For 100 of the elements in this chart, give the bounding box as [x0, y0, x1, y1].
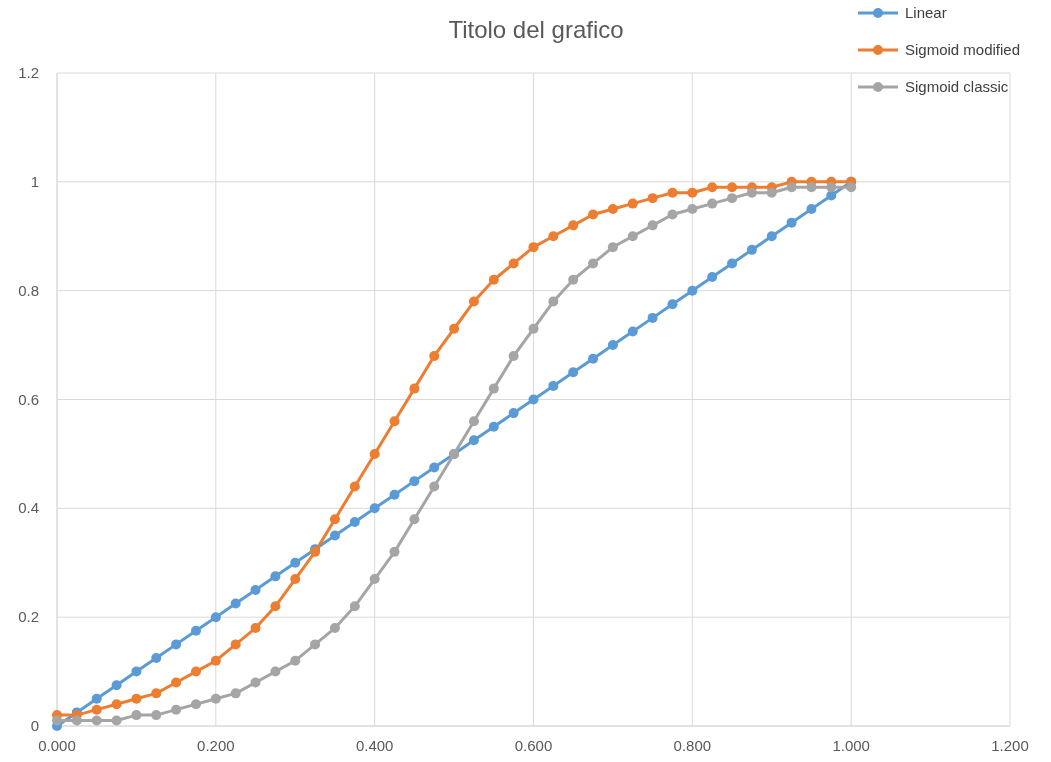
- point: [627, 198, 638, 209]
- point: [786, 182, 797, 193]
- point: [210, 693, 221, 704]
- x-tick-label: 0.600: [514, 737, 553, 754]
- x-tick-label: 0.400: [355, 737, 394, 754]
- point: [151, 688, 162, 699]
- point: [429, 481, 440, 492]
- y-tick-label: 1.2: [18, 64, 39, 81]
- point: [488, 383, 499, 394]
- point: [607, 242, 618, 253]
- point: [329, 623, 340, 634]
- point: [528, 323, 539, 334]
- point: [131, 666, 142, 677]
- point: [91, 693, 102, 704]
- point: [508, 408, 519, 419]
- legend-label: Linear: [905, 4, 947, 21]
- point: [151, 652, 162, 663]
- x-tick-label: 0.800: [673, 737, 712, 754]
- point: [806, 182, 817, 193]
- point: [349, 516, 360, 527]
- point: [528, 242, 539, 253]
- point: [171, 677, 182, 688]
- legend-label: Sigmoid modified: [905, 41, 1021, 58]
- y-tick-label: 0.4: [18, 499, 39, 517]
- point: [131, 693, 142, 704]
- point: [607, 204, 618, 215]
- point: [508, 350, 519, 361]
- point: [369, 448, 380, 459]
- point: [389, 546, 400, 557]
- point: [250, 677, 261, 688]
- point: [746, 244, 757, 255]
- point: [230, 688, 241, 699]
- point: [667, 299, 678, 310]
- point: [71, 715, 82, 726]
- point: [588, 353, 599, 364]
- y-tick-label: 0.8: [18, 281, 39, 299]
- point: [727, 182, 738, 193]
- point: [290, 557, 301, 568]
- point: [389, 489, 400, 500]
- point: [707, 182, 718, 193]
- point: [548, 380, 559, 391]
- point: [528, 394, 539, 405]
- x-tick-label: 0.200: [197, 737, 235, 754]
- y-tick-label: 0.2: [18, 608, 39, 626]
- point: [468, 416, 479, 427]
- point: [409, 514, 420, 525]
- x-tick-label: 1.000: [832, 737, 870, 754]
- point: [588, 209, 599, 220]
- point: [687, 285, 698, 296]
- point: [846, 182, 857, 193]
- point: [826, 182, 837, 193]
- point: [488, 421, 499, 432]
- point: [151, 710, 162, 721]
- point: [409, 476, 420, 487]
- point: [727, 193, 738, 204]
- point: [230, 598, 241, 609]
- point: [111, 715, 122, 726]
- point: [369, 503, 380, 514]
- point: [687, 204, 698, 215]
- y-tick-label: 1: [30, 172, 39, 190]
- point: [91, 704, 102, 715]
- point: [627, 326, 638, 337]
- point: [290, 574, 301, 585]
- point: [647, 193, 658, 204]
- point: [568, 220, 579, 231]
- point: [270, 666, 281, 677]
- point: [91, 715, 102, 726]
- point: [329, 530, 340, 541]
- point: [230, 639, 241, 650]
- point: [667, 187, 678, 198]
- point: [766, 231, 777, 242]
- point: [568, 274, 579, 285]
- point: [786, 217, 797, 228]
- point: [409, 383, 420, 394]
- point: [329, 514, 340, 525]
- point: [806, 204, 817, 215]
- legend-label: Sigmoid classic: [905, 78, 1009, 95]
- point: [647, 312, 658, 323]
- point: [727, 258, 738, 269]
- point: [52, 715, 62, 726]
- point: [250, 584, 261, 595]
- point: [250, 623, 261, 634]
- point: [508, 258, 519, 269]
- point: [488, 274, 499, 285]
- point: [429, 350, 440, 361]
- point: [310, 639, 321, 650]
- point: [667, 209, 678, 220]
- point: [111, 699, 122, 710]
- point: [369, 574, 380, 585]
- y-tick-label: 0.6: [18, 390, 39, 408]
- point: [449, 323, 460, 334]
- point: [270, 571, 281, 582]
- point: [171, 639, 182, 650]
- point: [687, 187, 698, 198]
- point: [548, 296, 559, 307]
- x-tick-label: 1.200: [991, 737, 1029, 754]
- point: [290, 655, 301, 666]
- point: [210, 612, 221, 623]
- point: [190, 666, 201, 677]
- chart-title: Titolo del grafico: [448, 16, 624, 43]
